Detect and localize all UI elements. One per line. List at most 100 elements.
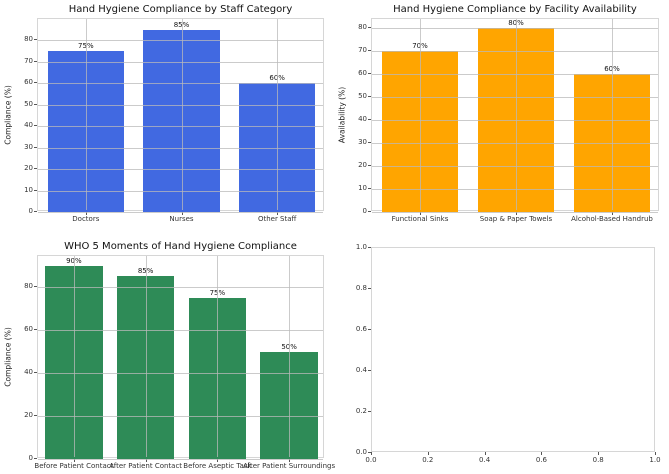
- bar-value-label: 90%: [66, 256, 82, 265]
- x-tick-label: 0.6: [535, 456, 547, 464]
- y-axis-label: Compliance (%): [3, 326, 13, 387]
- y-tick-label: 20: [24, 164, 33, 173]
- y-tick-label: 0.0: [355, 448, 367, 456]
- bar: [116, 276, 175, 459]
- y-tick-label: 60: [358, 69, 367, 78]
- y-tick-label: 60: [24, 78, 33, 87]
- bar: [573, 74, 651, 212]
- x-tick-label: Soap & Paper Towels: [479, 215, 553, 223]
- plot-area: [371, 247, 655, 452]
- x-tick-label: 1.0: [649, 456, 661, 464]
- y-tick-label: 80: [358, 23, 367, 32]
- x-tick-label: Before Patient Contact: [34, 462, 114, 470]
- y-tick-mark: [34, 329, 37, 331]
- bar: [477, 28, 555, 212]
- y-tick-mark: [368, 165, 371, 167]
- plot-area: 75% Doctors 85% Nurses 60% Other Staff: [37, 18, 324, 223]
- y-tick-label: 70: [358, 46, 367, 55]
- y-axis-label: Compliance (%): [3, 84, 13, 145]
- y-tick-mark: [34, 168, 37, 170]
- chart-title: Hand Hygiene Compliance by Staff Categor…: [68, 4, 293, 15]
- gridline-horizontal: [38, 212, 323, 213]
- y-tick-mark: [34, 60, 37, 62]
- bar: [188, 297, 247, 459]
- y-tick-mark: [368, 329, 371, 330]
- x-tick-label: After Patient Contact: [109, 462, 183, 470]
- x-tick-label: 0.4: [479, 456, 491, 464]
- x-tick-mark: [277, 212, 279, 215]
- y-tick-mark: [34, 286, 37, 288]
- bar: [47, 51, 125, 212]
- x-tick-label: Doctors: [72, 215, 100, 223]
- y-tick-label: 0: [28, 454, 33, 462]
- y-tick-label: 0.2: [355, 407, 367, 415]
- x-tick-label: Functional Sinks: [391, 215, 449, 223]
- gridline-horizontal: [38, 459, 323, 460]
- y-tick-mark: [368, 188, 371, 190]
- x-tick-label: 0.0: [365, 456, 377, 464]
- y-tick-mark: [368, 411, 371, 412]
- y-tick-mark: [368, 211, 371, 212]
- y-tick-label: 10: [358, 184, 367, 193]
- y-tick-label: 1.0: [355, 243, 367, 251]
- x-tick-mark: [145, 459, 147, 462]
- bar-value-label: 50%: [281, 342, 297, 351]
- y-tick-mark: [368, 50, 371, 52]
- y-tick-label: 40: [358, 115, 367, 124]
- y-tick-label: 30: [24, 142, 33, 151]
- y-tick-label: 50: [358, 92, 367, 101]
- y-tick-label: 40: [24, 121, 33, 130]
- y-tick-mark: [34, 39, 37, 41]
- y-tick-label: 0.4: [355, 366, 367, 374]
- y-tick-mark: [34, 82, 37, 84]
- x-tick-mark: [427, 452, 429, 455]
- y-tick-label: 80: [24, 282, 33, 291]
- y-tick-mark: [368, 96, 371, 98]
- chart-compliance-by-staff-category: Hand Hygiene Compliance by Staff Categor…: [0, 0, 334, 237]
- x-tick-label: Before Aseptic Task: [183, 462, 252, 470]
- y-tick-mark: [34, 189, 37, 191]
- x-tick-mark: [484, 452, 486, 455]
- y-tick-mark: [368, 142, 371, 144]
- bar-value-label: 60%: [604, 65, 620, 74]
- y-tick-label: 70: [24, 56, 33, 65]
- bar: [260, 351, 318, 459]
- x-tick-mark: [85, 212, 87, 215]
- y-tick-mark: [368, 27, 371, 29]
- y-tick-label: 30: [358, 138, 367, 147]
- bar-value-label: 70%: [412, 42, 428, 51]
- x-tick-label: After Patient Surroundings: [243, 462, 336, 470]
- x-tick-mark: [371, 452, 372, 455]
- y-tick-label: 20: [358, 161, 367, 170]
- y-tick-mark: [368, 370, 371, 371]
- chart-who5-moments-compliance: WHO 5 Moments of Hand Hygiene Compliance…: [0, 237, 336, 474]
- x-tick-mark: [217, 459, 219, 462]
- y-tick-mark: [34, 103, 37, 105]
- x-tick-mark: [516, 212, 517, 215]
- chart-title: WHO 5 Moments of Hand Hygiene Compliance: [64, 241, 297, 252]
- bar: [238, 83, 316, 212]
- bar: [143, 29, 220, 212]
- x-tick-mark: [420, 212, 421, 215]
- x-tick-mark: [181, 212, 183, 215]
- bar-value-label: 75%: [209, 288, 226, 297]
- x-tick-label: Alcohol-Based Handrub: [571, 215, 653, 223]
- x-tick-mark: [612, 212, 613, 215]
- y-tick-label: 0: [28, 207, 33, 215]
- bar: [381, 51, 459, 212]
- y-tick-label: 0: [362, 207, 367, 215]
- bar: [45, 265, 103, 459]
- y-tick-mark: [368, 119, 371, 121]
- y-tick-mark: [368, 73, 371, 75]
- plot-area: 70% Functional Sinks 80% Soap & Paper Towel…: [371, 18, 659, 223]
- y-tick-label: 0.8: [355, 284, 367, 292]
- y-tick-label: 10: [24, 185, 33, 194]
- y-tick-mark: [34, 458, 37, 459]
- y-tick-mark: [34, 125, 37, 127]
- x-tick-mark: [73, 459, 75, 462]
- plot-area: 90% Before Patient Contact 85% After Patien…: [34, 255, 335, 470]
- chart-facility-availability: Hand Hygiene Compliance by Facility Avai…: [334, 0, 669, 237]
- y-tick-mark: [34, 372, 37, 374]
- y-tick-label: 40: [24, 368, 33, 377]
- chart-empty-axes: 0.0 0.2 0.4 0.6 0.8 1.0 0.0 0.2 0.4 0.6 0.8 1.0: [334, 237, 669, 474]
